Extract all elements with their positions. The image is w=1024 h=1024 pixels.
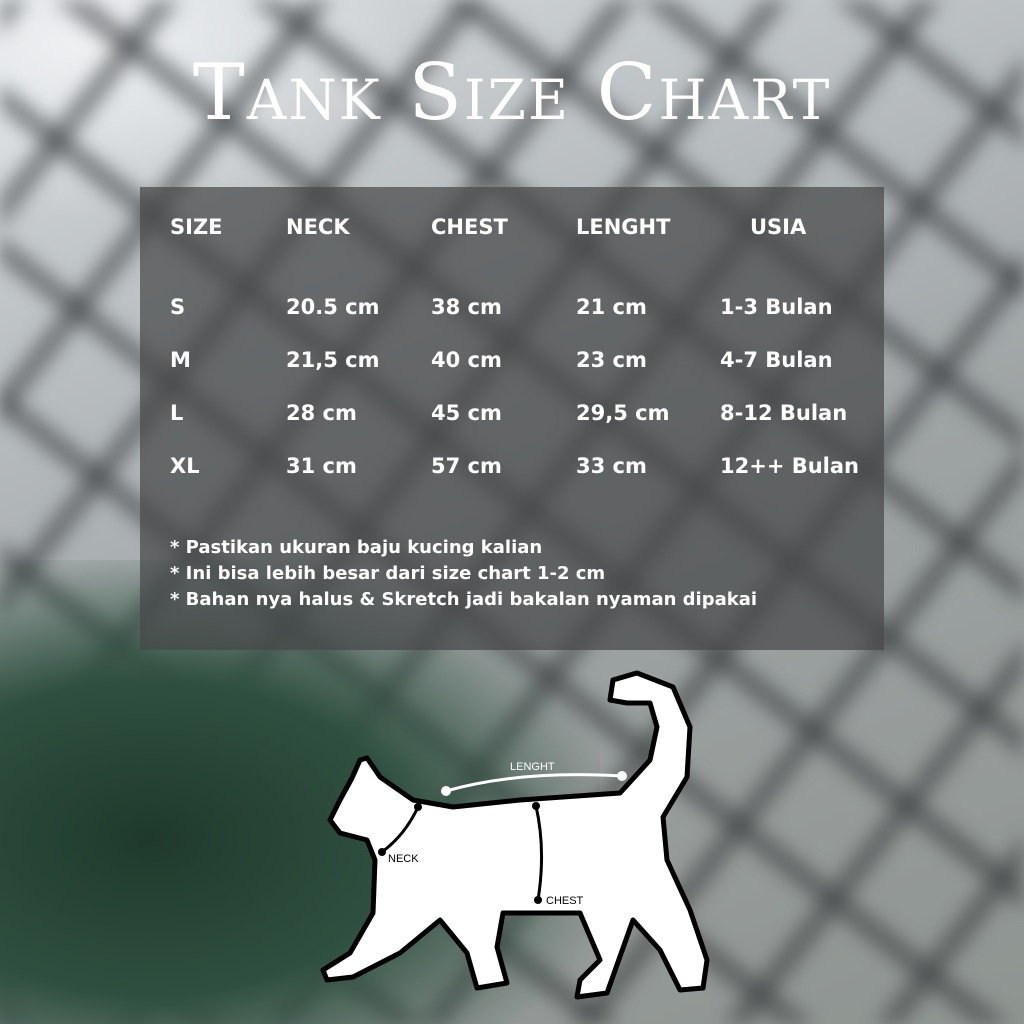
length-end-dot xyxy=(617,771,627,781)
table-cell: 29,5 cm xyxy=(576,401,670,425)
note-line: * Pastikan ukuran baju kucing kalian xyxy=(170,537,543,558)
neck-dot xyxy=(378,848,386,856)
column-header: LENGHT xyxy=(576,215,671,239)
table-cell: 20.5 cm xyxy=(286,295,380,319)
table-cell: 23 cm xyxy=(576,348,647,372)
column-header: USIA xyxy=(750,215,807,239)
cat-silhouette xyxy=(320,670,710,1000)
table-cell: 1-3 Bulan xyxy=(720,295,833,319)
table-cell: 38 cm xyxy=(431,295,502,319)
length-line xyxy=(445,773,623,793)
table-cell: 12++ Bulan xyxy=(720,454,860,478)
chest-label: CHEST xyxy=(546,895,584,907)
neck-line xyxy=(381,806,420,854)
neck-label: NECK xyxy=(388,853,419,865)
table-cell: 33 cm xyxy=(576,454,647,478)
length-label: LENGHT xyxy=(510,761,555,773)
chest-line xyxy=(534,805,544,901)
table-cell: 28 cm xyxy=(286,401,357,425)
page-title: Tank Size Chart xyxy=(192,48,832,138)
column-header: NECK xyxy=(286,215,350,239)
table-cell: 4-7 Bulan xyxy=(720,348,833,372)
column-header: CHEST xyxy=(431,215,508,239)
neck-dot xyxy=(414,803,422,811)
chest-dot xyxy=(532,802,540,810)
table-cell: S xyxy=(170,295,186,319)
note-line: * Ini bisa lebih besar dari size chart 1… xyxy=(170,563,606,584)
table-cell: 21,5 cm xyxy=(286,348,380,372)
column-header: SIZE xyxy=(170,215,223,239)
chest-dot xyxy=(534,896,542,904)
note-line: * Bahan nya halus & Skretch jadi bakalan… xyxy=(170,589,758,610)
table-cell: XL xyxy=(170,454,200,478)
table-cell: M xyxy=(170,348,191,372)
table-cell: L xyxy=(170,401,184,425)
table-cell: 31 cm xyxy=(286,454,357,478)
table-cell: 21 cm xyxy=(576,295,647,319)
length-start-dot xyxy=(441,786,451,796)
table-cell: 45 cm xyxy=(431,401,502,425)
table-cell: 8-12 Bulan xyxy=(720,401,848,425)
table-cell: 57 cm xyxy=(431,454,502,478)
size-table-panel xyxy=(140,187,884,650)
table-cell: 40 cm xyxy=(431,348,502,372)
